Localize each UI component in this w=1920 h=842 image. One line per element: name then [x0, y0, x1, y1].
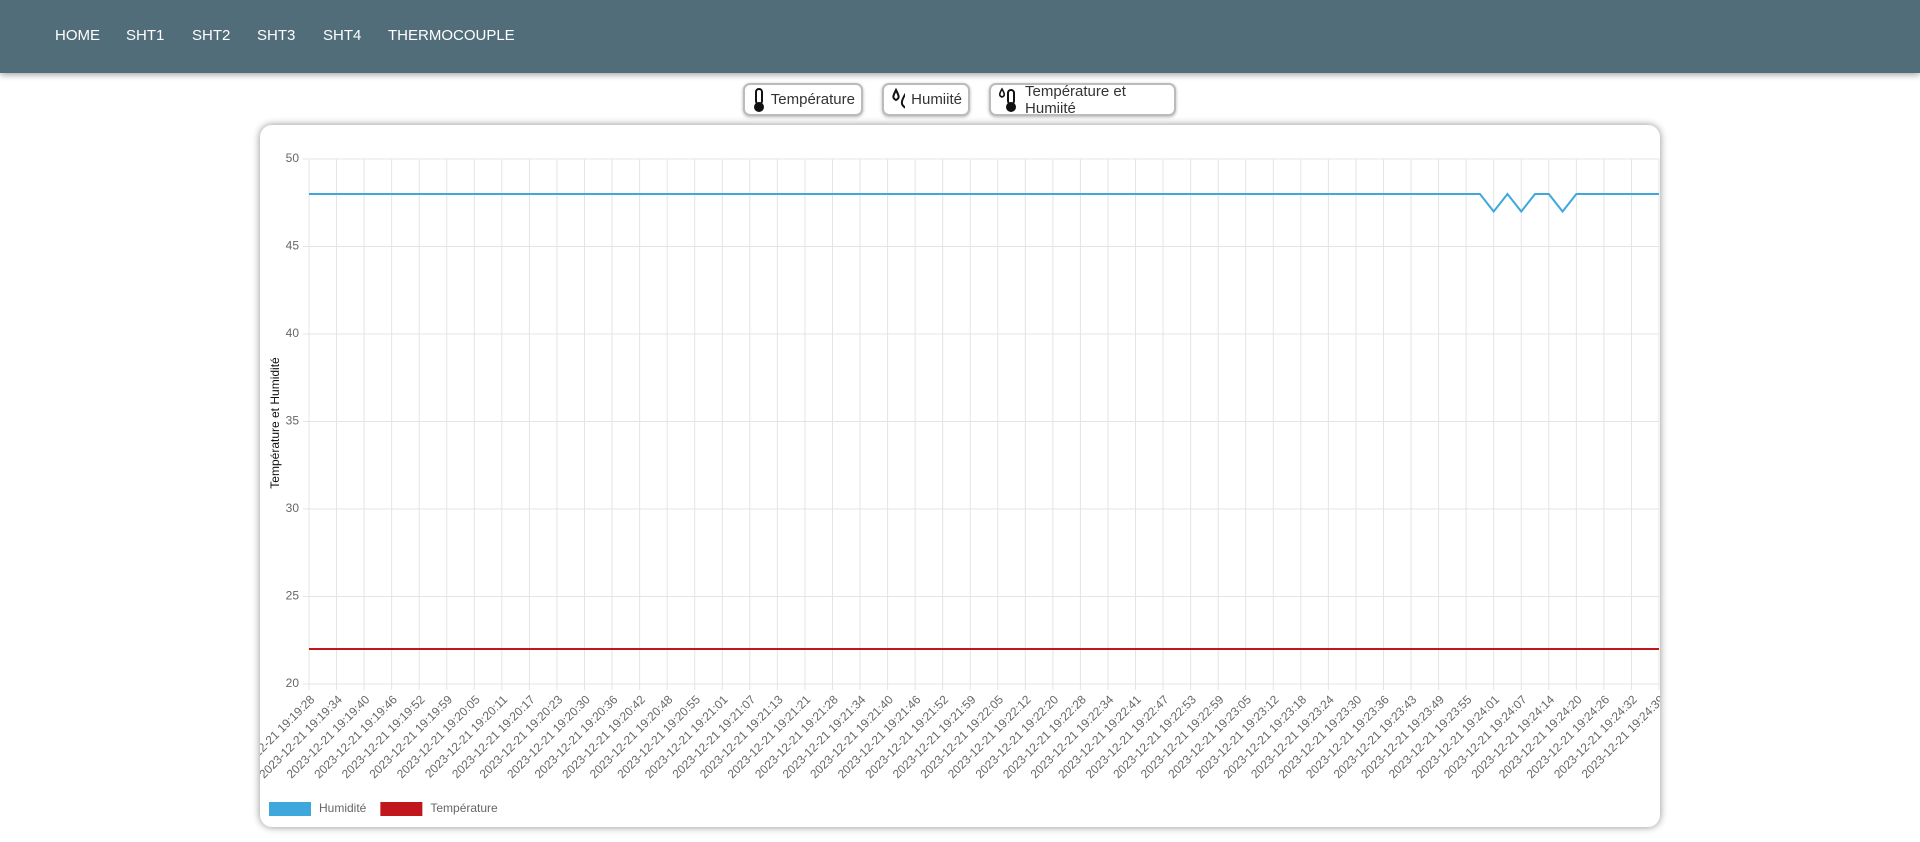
nav-link[interactable]: SHT3	[257, 27, 296, 44]
y-tick-label: 30	[286, 501, 300, 515]
legend-label: Humidité	[319, 801, 367, 815]
series-line	[309, 192, 1659, 214]
navbar: HOME SHT1 SHT2 SHT3 SHT4 THERMOCOUPLE	[0, 0, 1920, 73]
nav-link[interactable]: SHT2	[192, 27, 231, 44]
icon	[892, 87, 906, 109]
y-tick-label: 40	[286, 326, 300, 340]
button-label: Température	[770, 91, 855, 108]
button[interactable]: Température et Humiité	[989, 82, 1176, 117]
button[interactable]: Humiité	[882, 83, 970, 116]
button-label: Température et Humiité	[1025, 82, 1126, 117]
nav-link[interactable]: THERMOCOUPLE	[388, 27, 515, 44]
y-tick-label: 20	[286, 676, 300, 690]
y-tick-label: 35	[286, 414, 300, 428]
chart-card: Température et Humidité 20 25 30 35 40 45 50 20…	[260, 125, 1660, 827]
button[interactable]: Température	[743, 83, 863, 116]
legend-swatch	[269, 802, 311, 816]
icon	[754, 87, 764, 112]
legend-swatch	[380, 802, 423, 816]
nav-link[interactable]: SHT1	[126, 27, 165, 44]
y-tick-label: 45	[286, 239, 300, 253]
y-tick-label: 50	[286, 151, 300, 165]
nav-link[interactable]: SHT4	[323, 27, 362, 44]
legend-label: Température	[430, 801, 498, 815]
nav-link[interactable]: HOME	[55, 27, 100, 44]
icon	[998, 86, 1016, 112]
button-label: Humiité	[911, 91, 962, 108]
y-tick-label: 25	[286, 589, 300, 603]
y-axis-label: Température et Humidité	[268, 357, 282, 489]
chart: Température et Humidité 2025303540455020…	[260, 151, 1660, 816]
